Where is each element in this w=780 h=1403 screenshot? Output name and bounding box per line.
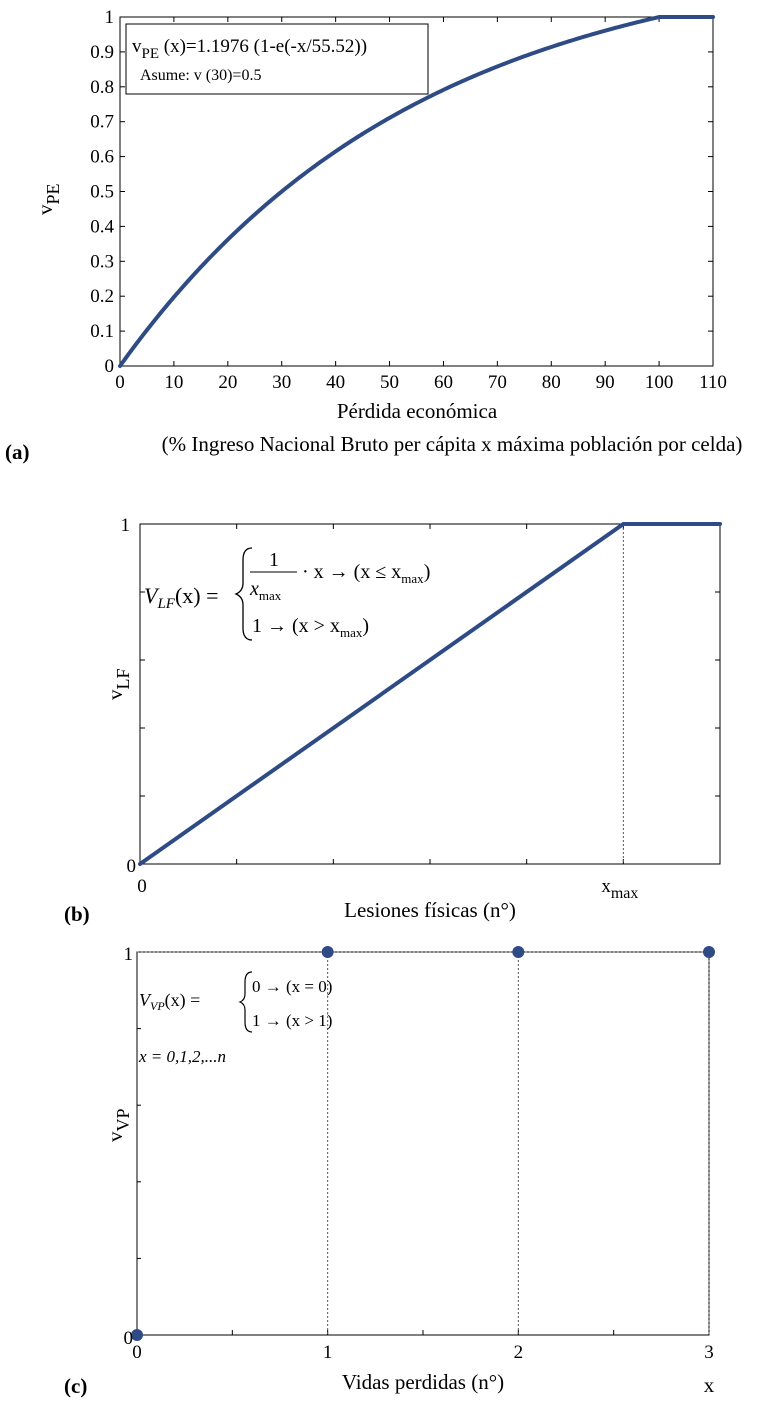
panel-c-points <box>131 946 715 1341</box>
panel-a-x-tick-label: 90 <box>596 372 615 393</box>
panel-b-equation: VLF(x) = 1 xmax · x → (x ≤ xmax) 1 → (x … <box>144 547 430 641</box>
panel-a-x-tick-label: 80 <box>542 372 561 393</box>
panel-b-equation-brace <box>234 547 253 641</box>
panel-c-data-point <box>512 946 525 958</box>
panel-a-legend-line2: Asume: v (30)=0.5 <box>140 67 261 84</box>
panel-b-equation-case2: 1 → (x > xmax) <box>252 615 369 640</box>
panel-a-y-tick-labels: 0 0.1 0.2 0.3 0.4 0.5 0.6 0.7 0.8 0.9 1 <box>90 7 114 377</box>
panel-b-y-tick-1: 1 <box>121 515 131 536</box>
panel-a-y-tick-label: 0.8 <box>90 77 114 98</box>
panel-a-y-tick-label: 0.3 <box>90 251 114 272</box>
panel-c-x-tick-label: 2 <box>514 1342 524 1363</box>
panel-a-x-tick-label: 110 <box>699 372 727 393</box>
panel-c-x-tick-labels: 0 1 2 3 <box>132 1342 714 1363</box>
panel-c-x-tick-label: 0 <box>132 1342 142 1363</box>
panel-c-x-axis-label: Vidas perdidas (n°) <box>342 1370 504 1394</box>
panel-c-x-axis-right-label: x <box>704 1373 715 1397</box>
panel-c-equation-lhs: VVP(x) = <box>139 990 200 1013</box>
panel-a-x-tick-labels: 0 10 20 30 40 50 60 70 80 90 100 110 <box>115 372 727 393</box>
panel-a-x-tick-label: 10 <box>164 372 183 393</box>
panel-c-ticks <box>137 1028 615 1335</box>
panel-c-y-axis-label: vVP <box>103 1108 133 1142</box>
panel-a-y-tick-label: 0.5 <box>90 182 114 203</box>
panel-c-y-tick-0: 0 <box>124 1328 134 1349</box>
panel-c-data-point <box>131 1329 143 1341</box>
panel-a-legend-box <box>125 23 429 95</box>
panel-a-x-tick-label: 30 <box>272 372 291 393</box>
panel-a-legend: vPE (x)=1.1976 (1-e(-x/55.52)) Asume: v … <box>125 23 429 95</box>
panel-c-plot-frame <box>136 951 710 1336</box>
panel-a-y-tick-label: 0.9 <box>90 42 114 63</box>
panel-b-y-tick-0: 0 <box>127 856 137 877</box>
panel-b-ticks <box>140 524 720 864</box>
panel-b-equation-case1: · x → (x ≤ xmax) <box>302 561 430 586</box>
panel-c-x-tick-label: 3 <box>704 1342 714 1363</box>
panel-c-equation-case2: 1 → (x > 1) <box>252 1011 332 1030</box>
panel-c-label: (c) <box>64 1374 87 1398</box>
panel-a-x-tick-label: 0 <box>115 372 125 393</box>
panel-b-vulnerability-line <box>138 522 722 866</box>
panel-a-y-axis-label: vPE <box>33 183 63 215</box>
panel-a-y-tick-label: 0.2 <box>90 286 114 307</box>
panel-b-x-axis-label: Lesiones físicas (n°) <box>344 898 516 922</box>
panel-c-data-point <box>703 946 715 958</box>
panel-a-x-tick-label: 70 <box>488 372 507 393</box>
panel-a-y-tick-label: 0.1 <box>90 321 114 342</box>
panel-c-guide-lines <box>137 951 710 1335</box>
panel-a-label: (a) <box>5 440 30 464</box>
panel-a-x-axis-label: Pérdida económica <box>337 399 498 423</box>
panel-a-x-tick-label: 60 <box>434 372 453 393</box>
panel-b-fraction-denominator: xmax <box>249 578 282 603</box>
panel-c-x-tick-label: 1 <box>323 1342 333 1363</box>
panel-a-chart: 0 10 20 30 40 50 60 70 80 90 100 110 00.10.20.30.40… <box>5 7 742 464</box>
panel-c-data-point <box>321 946 334 958</box>
panel-c-equation-domain: x = 0,1,2,...n <box>138 1047 226 1066</box>
panel-b-x-tick-xmax: xmax <box>601 876 638 902</box>
panel-c-equation-case1: 0 → (x = 0) <box>252 977 332 996</box>
panel-c-equation: VVP(x) = 0 → (x = 0) 1 → (x > 1) x = 0,1… <box>138 971 332 1066</box>
panel-c-equation-brace <box>238 971 253 1033</box>
panel-b-equation-lhs: VLF(x) = <box>144 583 219 612</box>
panel-c-chart: 0 1 2 3 1 0 VVP(x) = 0 → (x = 0) 1 → (x > 1… <box>64 944 715 1398</box>
panel-b-x-tick-0: 0 <box>137 876 147 897</box>
panel-a-vulnerability-curve <box>118 15 715 368</box>
panel-a-y-tick-label: 0.7 <box>90 112 114 133</box>
panel-a-x-tick-label: 50 <box>380 372 399 393</box>
panel-a-y-tick-label: 0 <box>105 356 115 377</box>
panel-b-label: (b) <box>64 902 90 926</box>
panel-a-x-tick-label: 100 <box>645 372 674 393</box>
panel-b-fraction-numerator: 1 <box>269 549 279 571</box>
panel-b-chart: 1 0 0 xmax VLF(x) = 1 xmax · x → (x ≤ xm… <box>64 515 722 926</box>
panel-a-legend-line1: vPE (x)=1.1976 (1-e(-x/55.52)) <box>132 36 367 62</box>
panel-a-x-tick-label: 20 <box>218 372 237 393</box>
panel-a-x-tick-label: 40 <box>326 372 345 393</box>
panel-a-y-tick-label: 0.4 <box>90 216 114 237</box>
panel-c-y-tick-1: 1 <box>124 944 134 965</box>
panel-b-y-axis-label: vLF <box>103 668 133 700</box>
panel-a-y-tick-label: 1 <box>105 7 115 28</box>
panel-a-y-tick-label: 0.6 <box>90 147 114 168</box>
panel-a-x-axis-label-line2: (% Ingreso Nacional Bruto per cápita x m… <box>162 432 743 456</box>
